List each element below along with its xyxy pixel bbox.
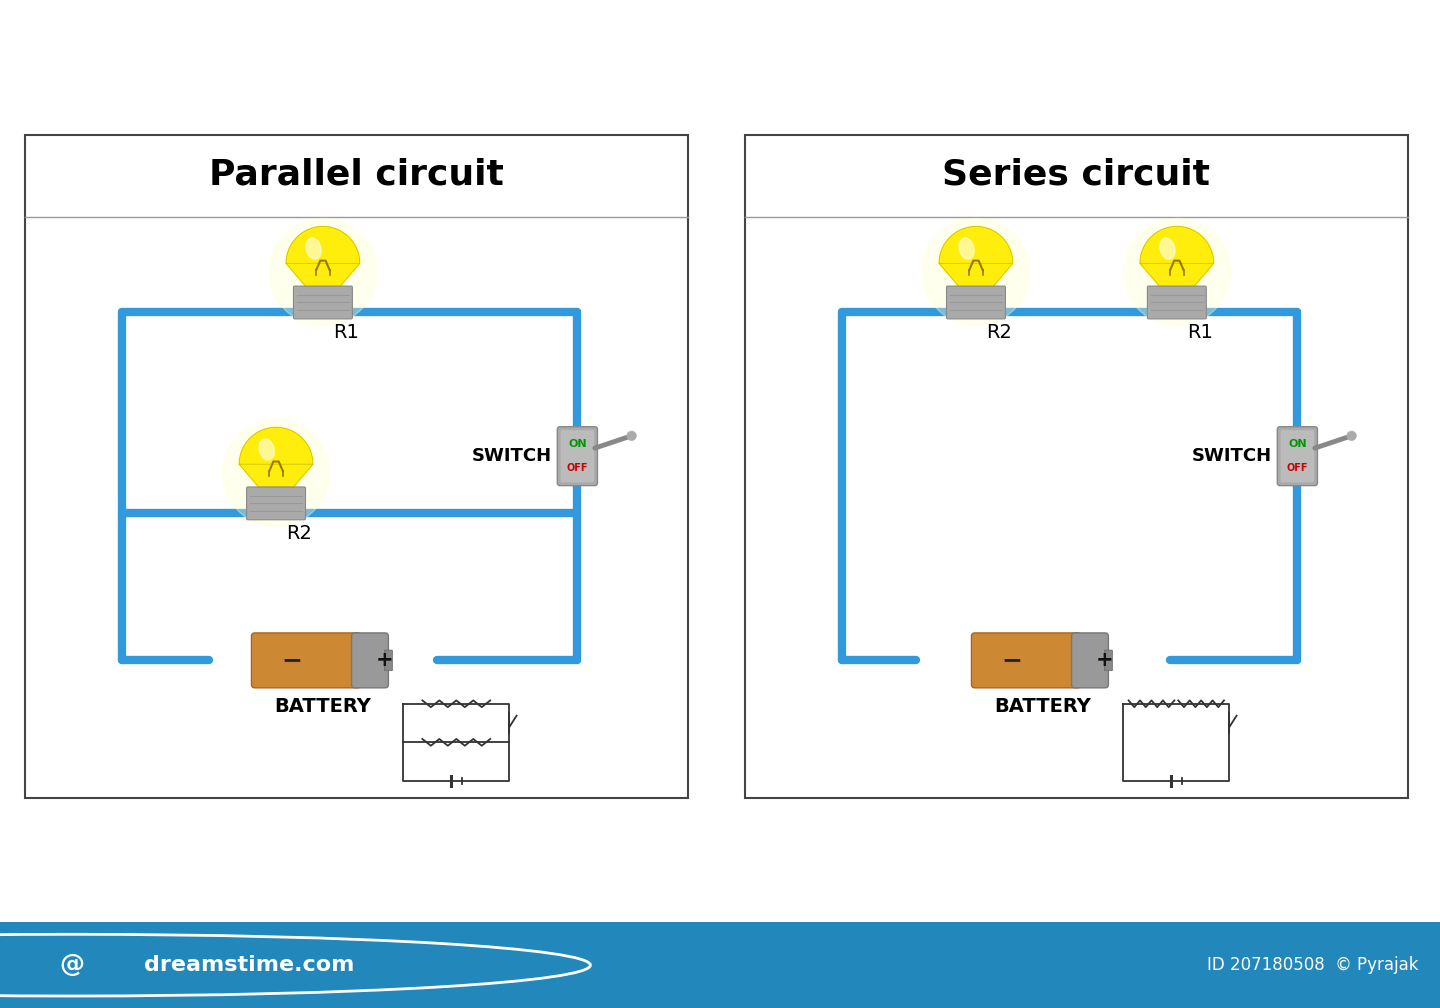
FancyBboxPatch shape xyxy=(246,487,305,520)
Text: BATTERY: BATTERY xyxy=(275,697,372,716)
FancyBboxPatch shape xyxy=(946,286,1005,319)
Text: ID 207180508  © Pyrajak: ID 207180508 © Pyrajak xyxy=(1207,957,1418,974)
Text: −: − xyxy=(1001,648,1022,672)
Ellipse shape xyxy=(923,219,1030,326)
Text: −: − xyxy=(281,648,302,672)
Text: +: + xyxy=(1096,650,1113,670)
FancyBboxPatch shape xyxy=(384,650,393,670)
FancyBboxPatch shape xyxy=(24,135,688,797)
Polygon shape xyxy=(287,227,360,300)
Polygon shape xyxy=(1153,287,1201,300)
Polygon shape xyxy=(239,427,312,501)
Text: R2: R2 xyxy=(986,323,1012,342)
Circle shape xyxy=(1346,431,1356,440)
Polygon shape xyxy=(952,287,999,300)
Ellipse shape xyxy=(222,419,330,526)
FancyBboxPatch shape xyxy=(1148,286,1207,319)
Ellipse shape xyxy=(1159,238,1175,259)
Text: SWITCH: SWITCH xyxy=(1192,448,1272,465)
FancyBboxPatch shape xyxy=(560,430,595,482)
Polygon shape xyxy=(939,227,1012,300)
Ellipse shape xyxy=(1123,219,1230,326)
Text: SWITCH: SWITCH xyxy=(472,448,552,465)
Text: @: @ xyxy=(59,954,85,977)
FancyBboxPatch shape xyxy=(1071,633,1109,687)
Text: Series circuit: Series circuit xyxy=(942,158,1211,192)
Text: dreamstime.com: dreamstime.com xyxy=(144,956,354,975)
Text: Parallel circuit: Parallel circuit xyxy=(209,158,504,192)
FancyBboxPatch shape xyxy=(0,922,1440,1008)
Text: BATTERY: BATTERY xyxy=(995,697,1092,716)
FancyBboxPatch shape xyxy=(252,633,361,687)
Text: OFF: OFF xyxy=(566,463,588,473)
Text: R2: R2 xyxy=(287,524,312,542)
Text: OFF: OFF xyxy=(1286,463,1308,473)
Polygon shape xyxy=(1140,227,1214,300)
Text: ON: ON xyxy=(567,439,586,450)
Text: R1: R1 xyxy=(1188,323,1214,342)
FancyBboxPatch shape xyxy=(1104,650,1113,670)
Circle shape xyxy=(626,431,636,440)
Ellipse shape xyxy=(259,438,274,460)
Text: +: + xyxy=(376,650,393,670)
FancyBboxPatch shape xyxy=(351,633,389,687)
FancyBboxPatch shape xyxy=(972,633,1081,687)
Text: R1: R1 xyxy=(334,323,360,342)
FancyBboxPatch shape xyxy=(744,135,1408,797)
FancyBboxPatch shape xyxy=(1277,426,1318,486)
Text: ON: ON xyxy=(1287,439,1306,450)
Ellipse shape xyxy=(305,238,321,259)
FancyBboxPatch shape xyxy=(294,286,353,319)
Polygon shape xyxy=(300,287,347,300)
Ellipse shape xyxy=(959,238,975,259)
Polygon shape xyxy=(252,488,300,501)
FancyBboxPatch shape xyxy=(557,426,598,486)
FancyBboxPatch shape xyxy=(1280,430,1315,482)
Ellipse shape xyxy=(269,219,376,326)
